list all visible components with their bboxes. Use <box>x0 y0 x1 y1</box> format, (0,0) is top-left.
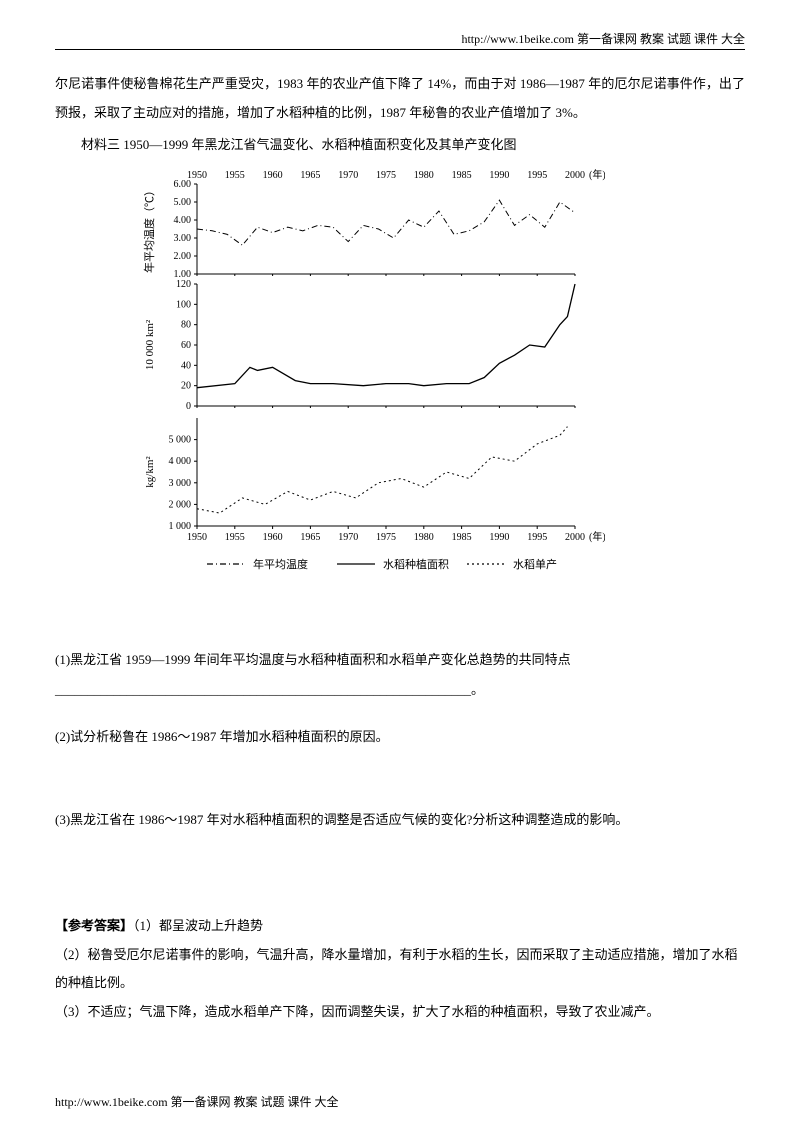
svg-text:1985: 1985 <box>452 170 472 181</box>
svg-text:1975: 1975 <box>376 532 396 543</box>
svg-text:1980: 1980 <box>414 170 434 181</box>
svg-text:4.00: 4.00 <box>174 215 192 226</box>
header-url: http://www.1beike.com 第一备课网 教案 试题 课件 大全 <box>55 30 745 47</box>
svg-text:80: 80 <box>181 319 191 330</box>
svg-text:2000: 2000 <box>565 170 585 181</box>
chart-svg: 1950 1955 1960 1965 1970 1975 1980 1985 1990 1995… <box>135 166 605 586</box>
svg-text:1995: 1995 <box>527 170 547 181</box>
svg-text:1980: 1980 <box>414 532 434 543</box>
svg-text:3 000: 3 000 <box>169 478 192 489</box>
svg-text:1965: 1965 <box>300 170 320 181</box>
svg-text:3.00: 3.00 <box>174 233 192 244</box>
svg-text:kg/km²: kg/km² <box>144 455 156 487</box>
answer-3: （3）不适应；气温下降，造成水稻单产下降，因而调整失误，扩大了水稻的种植面积，导… <box>55 998 745 1027</box>
intro-paragraph: 尔尼诺事件使秘鲁棉花生产严重受灾，1983 年的农业产值下降了 14%，而由于对… <box>55 70 745 127</box>
answers: 【参考答案】（1）都呈波动上升趋势 （2）秘鲁受厄尔尼诺事件的影响，气温升高，降… <box>55 912 745 1026</box>
question-1: (1)黑龙江省 1959—1999 年间年平均温度与水稻种植面积和水稻单产变化总… <box>55 646 745 675</box>
answer-2: （2）秘鲁受厄尔尼诺事件的影响，气温升高，降水量增加，有利于水稻的生长，因而采取… <box>55 941 745 998</box>
svg-text:1990: 1990 <box>489 532 509 543</box>
svg-text:100: 100 <box>176 299 191 310</box>
svg-text:1960: 1960 <box>263 532 283 543</box>
answer-label: 【参考答案】 <box>55 918 133 933</box>
svg-text:60: 60 <box>181 340 191 351</box>
answer-1: （1）都呈波动上升趋势 <box>133 918 263 933</box>
question-1-blank: ________________________________________… <box>55 676 745 705</box>
svg-text:1970: 1970 <box>338 532 358 543</box>
svg-text:40: 40 <box>181 360 191 371</box>
svg-text:年平均温度（℃）: 年平均温度（℃） <box>142 185 156 273</box>
svg-text:120: 120 <box>176 279 191 290</box>
material-title: 材料三 1950—1999 年黑龙江省气温变化、水稻种植面积变化及其单产变化图 <box>55 131 745 160</box>
svg-text:1975: 1975 <box>376 170 396 181</box>
svg-text:5 000: 5 000 <box>169 434 192 445</box>
question-3: (3)黑龙江省在 1986～1987 年对水稻种植面积的调整是否适应气候的变化?… <box>55 806 745 835</box>
svg-text:1955: 1955 <box>225 532 245 543</box>
svg-text:2.00: 2.00 <box>174 251 192 262</box>
svg-text:20: 20 <box>181 380 191 391</box>
svg-text:1970: 1970 <box>338 170 358 181</box>
chart-figure: 1950 1955 1960 1965 1970 1975 1980 1985 1990 1995… <box>135 166 745 586</box>
svg-text:1990: 1990 <box>489 170 509 181</box>
svg-text:5.00: 5.00 <box>174 197 192 208</box>
svg-text:1965: 1965 <box>300 532 320 543</box>
header-divider <box>55 49 745 50</box>
svg-text:1950: 1950 <box>187 532 207 543</box>
svg-text:1985: 1985 <box>452 532 472 543</box>
svg-text:1 000: 1 000 <box>169 521 192 532</box>
footer-url: http://www.1beike.com 第一备课网 教案 试题 课件 大全 <box>55 1093 339 1110</box>
svg-text:水稻单产: 水稻单产 <box>513 557 557 571</box>
svg-text:1960: 1960 <box>263 170 283 181</box>
svg-text:6.00: 6.00 <box>174 179 192 190</box>
svg-text:10 000 km²: 10 000 km² <box>144 319 156 370</box>
svg-text:(年): (年) <box>589 530 605 543</box>
svg-text:(年): (年) <box>589 168 605 181</box>
svg-text:水稻种植面积: 水稻种植面积 <box>383 557 449 571</box>
svg-text:年平均温度: 年平均温度 <box>253 557 308 571</box>
svg-text:1955: 1955 <box>225 170 245 181</box>
svg-text:2000: 2000 <box>565 532 585 543</box>
question-2: (2)试分析秘鲁在 1986～1987 年增加水稻种植面积的原因。 <box>55 723 745 752</box>
svg-text:2 000: 2 000 <box>169 499 192 510</box>
svg-text:0: 0 <box>186 401 191 412</box>
svg-text:4 000: 4 000 <box>169 456 192 467</box>
svg-text:1995: 1995 <box>527 532 547 543</box>
